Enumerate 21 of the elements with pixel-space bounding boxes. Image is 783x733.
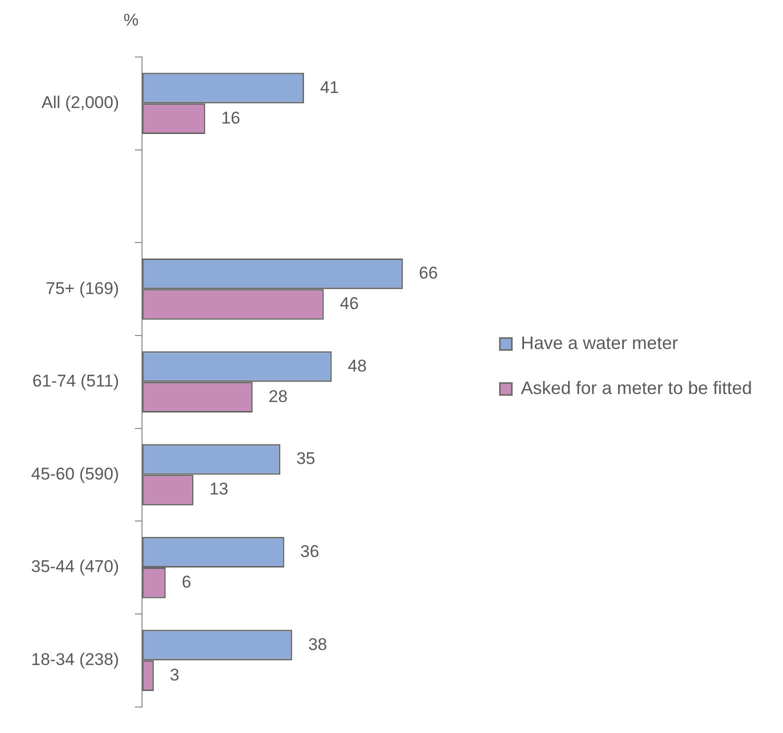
data-label: 41 [320,78,339,97]
legend-label: Have a water meter [520,332,678,353]
y-tick-label: 18-34 (238) [31,650,119,670]
data-label: 16 [221,108,240,128]
legend-label: Asked for a meter to be fitted [520,378,752,398]
data-label: 48 [348,356,367,376]
data-label: 35 [296,449,316,468]
data-label: 46 [340,294,359,314]
data-label: 3 [170,665,180,684]
y-tick-label: All (2,000) [42,93,119,112]
x-axis-title: % [123,10,139,30]
data-label: 13 [209,480,228,499]
y-tick-label: 35-44 (470) [31,557,119,576]
data-label: 66 [418,263,438,282]
data-label: 38 [308,634,328,654]
y-tick-label: 75+ (169) [46,278,119,298]
data-label: 6 [182,572,192,592]
data-label: 28 [268,386,288,406]
y-tick-label: 61-74 (511) [32,372,119,391]
data-label: 36 [300,542,320,561]
y-tick-label: 45-60 (590) [31,464,119,484]
